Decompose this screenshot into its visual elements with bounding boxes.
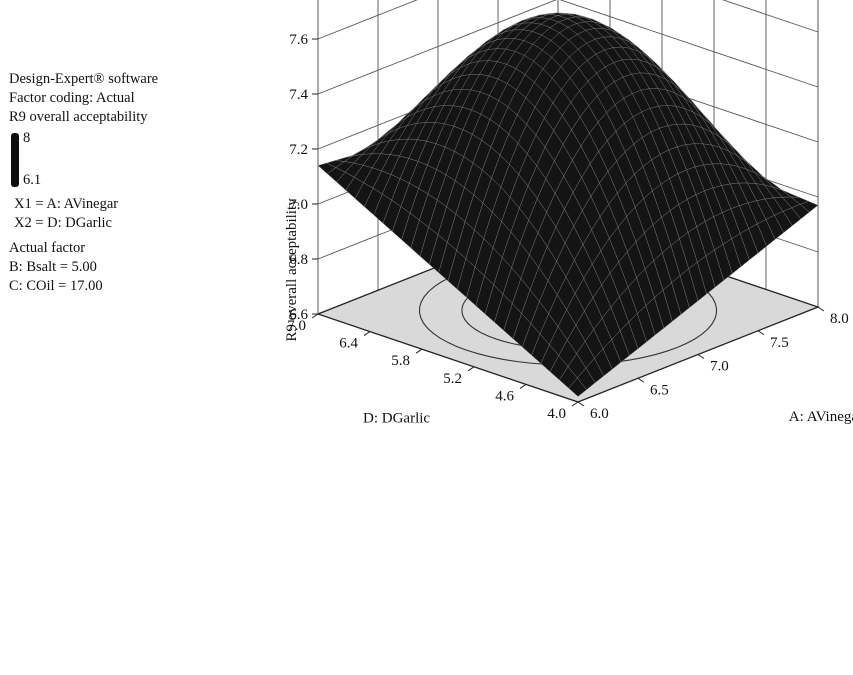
x-tick-label: 6.0 — [590, 406, 609, 422]
color-scale-high: 8 — [23, 130, 31, 146]
y-tick-label: 5.8 — [391, 353, 410, 369]
surface-cell — [568, 377, 587, 397]
z-tick-label: 7.2 — [289, 142, 308, 158]
factor-b-label: B: Bsalt = 5.00 — [9, 259, 97, 275]
x-tick-label: 7.0 — [710, 359, 729, 375]
software-label: Design-Expert® software — [9, 71, 159, 87]
y-tick-mark — [363, 331, 371, 337]
z-tick-label: 6.8 — [289, 252, 308, 268]
y-tick-label: 6.4 — [339, 336, 358, 352]
y-tick-label: 7.0 — [287, 318, 306, 334]
y-tick-mark — [519, 383, 527, 389]
x-tick-mark — [757, 330, 765, 336]
z-tick-label: 6.6 — [289, 307, 308, 323]
x-tick-mark — [577, 401, 585, 407]
z-tick-label: 7.0 — [289, 197, 308, 213]
y-tick-mark — [467, 366, 475, 372]
grid-line-left-wall — [317, 0, 418, 40]
y-tick-label: 4.6 — [495, 388, 514, 404]
y-tick-label: 4.0 — [547, 406, 566, 422]
factor-c-label: C: COil = 17.00 — [9, 278, 103, 294]
x-tick-label: 8.0 — [830, 311, 849, 327]
x-tick-mark — [697, 354, 705, 359]
z-axis-title: R9 overall acceptability — [284, 198, 300, 342]
response-label: R9 overall acceptability — [9, 109, 148, 125]
x1-label: X1 = A: AVinegar — [14, 196, 119, 212]
grid-line-right-wall — [559, 0, 819, 88]
axes: 6.66.87.07.27.47.67.86.06.57.07.58.04.04… — [284, 32, 853, 426]
grid-line-right-wall — [722, 0, 819, 33]
legend-panel: Design-Expert® software Factor coding: A… — [9, 70, 158, 296]
color-scale-bar — [11, 133, 19, 187]
x-tick-label: 7.5 — [770, 335, 789, 351]
y-tick-mark — [311, 313, 319, 319]
color-scale: 8 6.1 — [11, 129, 158, 191]
actual-factor-header: Actual factor — [9, 240, 86, 256]
response-surface — [317, 12, 819, 397]
y-axis-title: D: DGarlic — [363, 410, 430, 426]
y-tick-mark — [571, 401, 579, 407]
color-scale-low: 6.1 — [23, 172, 42, 188]
y-tick-mark — [415, 348, 423, 354]
z-tick-label: 7.4 — [289, 87, 308, 103]
factor-coding-label: Factor coding: Actual — [9, 90, 135, 106]
y-tick-label: 5.2 — [443, 371, 462, 387]
z-tick-label: 7.6 — [289, 32, 308, 48]
x-tick-label: 6.5 — [650, 382, 669, 398]
x-axis-title: A: AVinegar — [789, 409, 853, 425]
x2-label: X2 = D: DGarlic — [14, 215, 112, 231]
x-tick-mark — [817, 306, 825, 312]
x-tick-mark — [637, 377, 645, 383]
